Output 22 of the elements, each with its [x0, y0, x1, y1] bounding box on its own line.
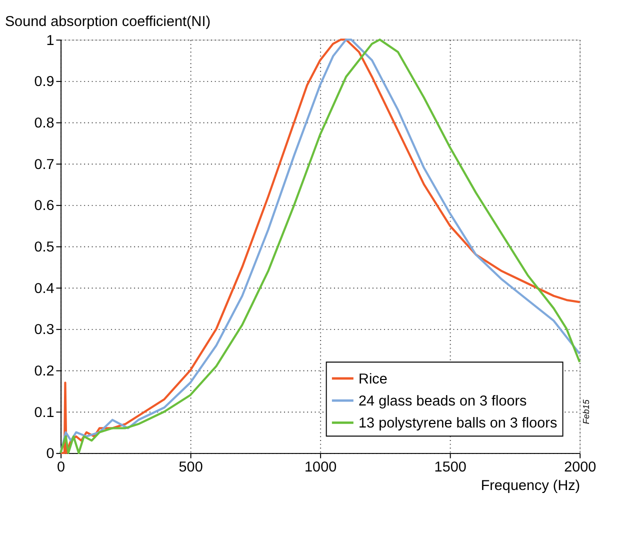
y-tick-label: 0.8	[34, 116, 54, 132]
x-tick-label: 500	[178, 460, 203, 476]
y-tick-label: 0.6	[34, 198, 54, 214]
y-tick-label: 0.3	[34, 322, 54, 338]
y-tick-label: 0.2	[34, 364, 54, 380]
x-tick-label: 1000	[304, 460, 337, 476]
y-tick-label: 0.5	[34, 240, 54, 256]
chart-title: Sound absorption coefficient(NI)	[4, 14, 210, 30]
x-tick-label: 2000	[564, 460, 596, 476]
y-tick-label: 0.1	[34, 404, 54, 421]
y-tick-label: 0.4	[34, 280, 54, 297]
x-axis-title: Frequency (Hz)	[480, 478, 580, 494]
text: Feb15	[581, 399, 592, 424]
legend-label: 24 glass beads on 3 floors	[358, 393, 527, 410]
x-tick-label: 1500	[434, 460, 466, 476]
x-tick-label: 0	[57, 460, 66, 476]
y-tick-label: 0.7	[34, 156, 54, 173]
y-tick-label: 0	[46, 446, 54, 462]
y-tick-label: 0.9	[34, 74, 54, 90]
y-tick-label: 1	[46, 32, 54, 49]
legend-label: Rice	[358, 371, 388, 388]
legend-label: 13 polystyrene balls on 3 floors	[358, 415, 558, 432]
